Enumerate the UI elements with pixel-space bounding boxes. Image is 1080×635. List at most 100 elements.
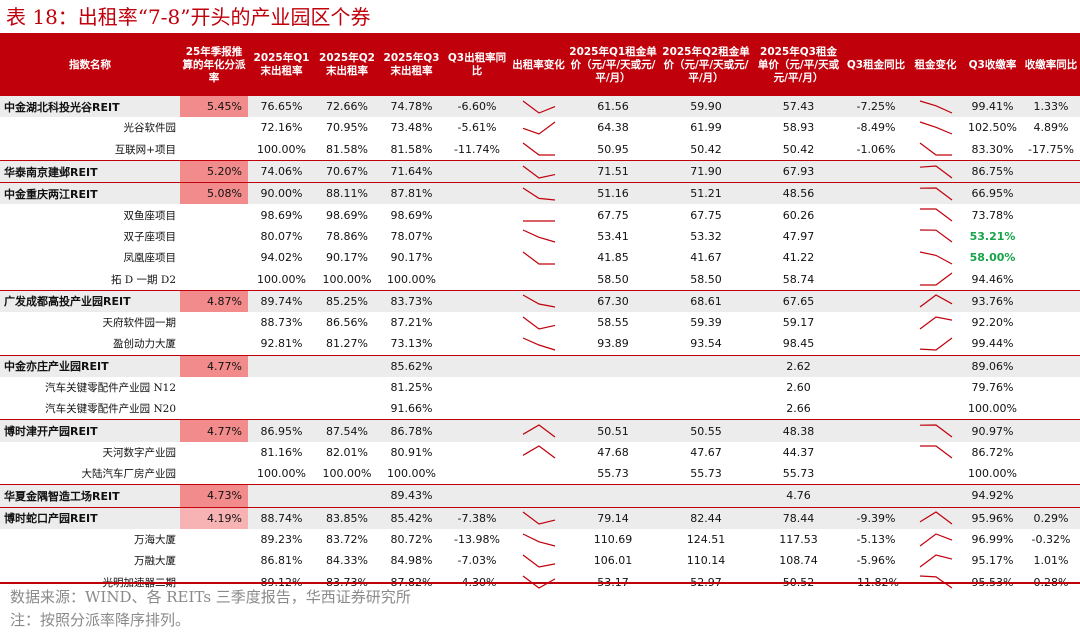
occupancy-q3: 91.66% [390,402,433,416]
occupancy-trend [510,159,567,183]
occupancy-sparkline [522,445,555,459]
rent-q2 [659,354,753,377]
rent-q1: 79.14 [567,506,659,529]
occupancy-sparkline [520,379,558,397]
collection-yoy: -17.75% [1028,142,1074,156]
rent-sparkline [919,142,952,156]
occupancy-q1: 100.00% [257,467,306,481]
occupancy-sparkline [522,424,555,438]
rent-q2: 55.73 [690,467,722,481]
rent-trend [908,204,963,225]
occupancy-q2: 100.00% [322,272,372,286]
column-header: 出租率变化 [510,35,567,96]
occupancy-trend [510,268,567,290]
occupancy-trend-line [522,316,555,330]
occupancy-trend-line [522,165,555,179]
reit-name: 天河数字产业园 [102,446,177,459]
rent-sparkline [917,487,955,505]
collection-yoy [1022,484,1080,508]
rent-q1: 47.68 [597,445,629,459]
occupancy-q1: 80.07% [260,229,303,243]
rent-trend [908,484,963,508]
table-row: 盈创动力大厦 92.81% 81.27% 73.13% 93.89 93.54 98.45 9… [0,333,1080,355]
rent-yoy: -9.39% [844,506,908,529]
rent-q3: 58.74 [782,272,815,286]
rent-trend [908,354,963,377]
reit-name: 双鱼座项目 [123,209,177,222]
rent-q2: 110.14 [686,554,726,568]
distribution-rate [180,204,248,225]
occupancy-q3: 86.78% [379,419,444,442]
rent-q3: 55.73 [782,467,815,481]
rent-q2: 68.61 [659,289,753,312]
occupancy-sparkline [522,187,555,201]
reit-name: 汽车关键零配件产业园 N20 [45,403,176,416]
rent-q2: 58.50 [690,272,722,286]
collection-yoy [1022,398,1080,420]
collection-yoy [1022,419,1080,442]
collection-rate: 94.46% [971,272,1014,286]
occupancy-yoy [444,377,510,398]
rent-sparkline [919,272,952,286]
occupancy-yoy [444,226,510,247]
distribution-rate [180,377,248,398]
rent-trend [908,117,963,138]
occupancy-q3: 100.00% [387,272,436,286]
table-row: 双鱼座项目 98.69% 98.69% 98.69% 67.75 67.75 60.26 73… [0,204,1080,225]
collection-yoy [1022,442,1080,463]
occupancy-trend [510,442,567,463]
collection-rate: 95.17% [971,554,1014,568]
table-row: 中金重庆两江REIT 5.08% 90.00% 88.11% 87.81% 51.16 51… [0,182,1080,205]
rent-yoy: -8.49% [856,121,896,135]
collection-rate: 58.00% [969,251,1016,265]
rent-yoy [844,354,908,377]
column-header: 2025年Q3末出租率 [379,35,444,96]
rent-q1 [567,398,659,420]
collection-yoy: 0.29% [1022,506,1080,529]
table-row: 广发成都高投产业园REIT 4.87% 89.74% 85.25% 83.73% 67.3… [0,289,1080,312]
reit-name: 凤凰座项目 [123,252,177,265]
occupancy-yoy [444,463,510,485]
occupancy-trend [510,139,567,161]
occupancy-yoy [444,247,510,268]
occupancy-q2: 81.58% [326,142,368,156]
rent-trend-line [919,164,952,179]
rent-trend [908,247,963,268]
occupancy-trend [510,506,567,529]
reit-name: 万海大厦 [134,534,176,547]
table-row: 互联网+项目 100.00% 81.58% 81.58% -11.74% 50.95 50.… [0,139,1080,161]
distribution-rate: 5.45% [180,95,248,118]
collection-yoy: 1.01% [1033,554,1069,568]
rent-trend [908,529,963,550]
reit-table: 指数名称 25年季报推算的年化分派率 2025年Q1末出租率 2025年Q2末出租率 2… [0,35,1080,593]
occupancy-sparkline [520,465,558,483]
collection-rate: 93.76% [963,289,1022,312]
occupancy-q2: 82.01% [326,445,368,459]
occupancy-q3: 85.62% [379,354,444,377]
rent-q3: 48.38 [753,419,844,442]
occupancy-q3: 87.81% [379,182,444,205]
collection-rate: 92.20% [971,316,1014,330]
column-header: 2025年Q1租金单价（元/平/天或元/平/月） [567,35,659,96]
rent-q1: 64.38 [597,121,629,135]
rent-yoy [844,484,908,508]
rent-sparkline [917,465,955,483]
rent-q3: 98.45 [782,337,815,351]
rent-trend [908,226,963,247]
rent-yoy [844,226,908,247]
collection-rate: 100.00% [968,402,1017,416]
occupancy-trend-line [522,511,555,525]
rent-trend [908,182,963,205]
occupancy-q3: 80.72% [390,533,433,547]
occupancy-q3: 100.00% [387,467,436,481]
reit-name: 华泰南京建邺REIT [0,159,180,183]
collection-rate: 83.30% [971,142,1014,156]
distribution-rate [180,268,248,290]
rent-q2: 51.21 [659,182,753,205]
occupancy-q1: 94.02% [260,251,303,265]
occupancy-sparkline [522,142,555,156]
collection-yoy [1022,247,1080,268]
occupancy-yoy: -5.61% [457,121,497,135]
rent-trend-line [919,511,952,525]
occupancy-q1: 74.06% [248,159,315,183]
